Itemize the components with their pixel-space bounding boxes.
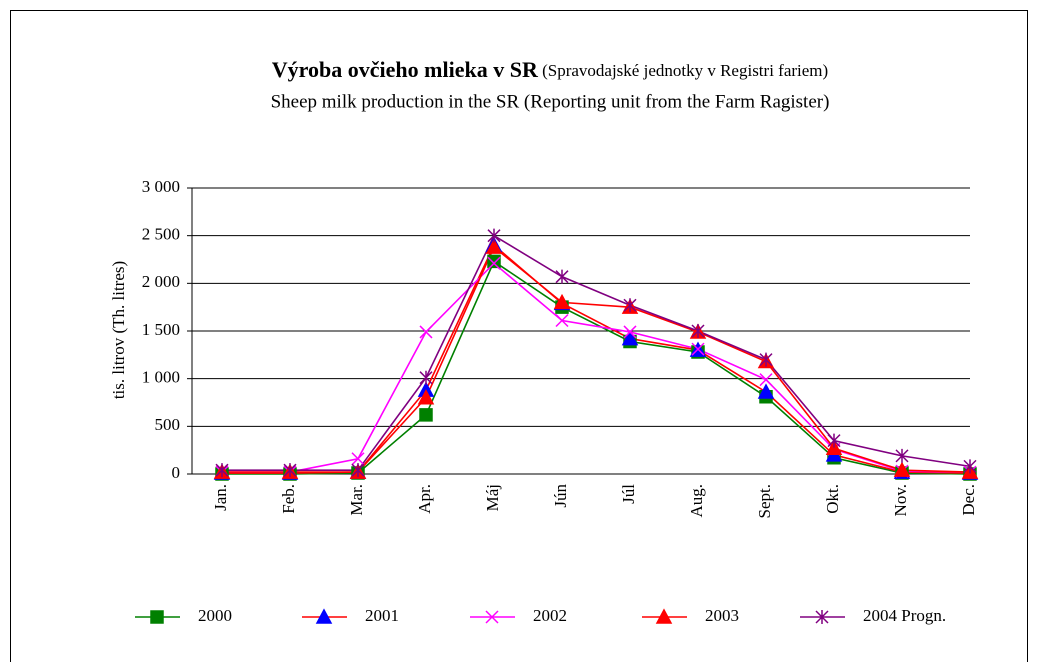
series-line [222,260,971,475]
marker [623,325,637,339]
series-line [222,245,971,473]
x-tick-label: Sept. [755,484,774,518]
marker [351,463,365,478]
marker [485,238,503,254]
marker [419,325,433,339]
marker [893,461,911,477]
marker [691,324,705,338]
legend-marker [485,610,499,624]
legend-marker [315,608,333,624]
legend-marker [150,610,164,624]
x-tick-label: Apr. [415,484,434,514]
chart-subtitle: Sheep milk production in the SR (Reporti… [271,91,830,112]
title-note: (Spravodajské jednotky v Registri fariem… [542,61,828,80]
title-line: Výroba ovčieho mlieka v SR (Spravodajské… [272,57,828,82]
marker [963,459,977,474]
marker [555,269,569,284]
series-line [222,262,971,473]
x-tick-label: Máj [483,484,502,511]
x-tick-label: Dec. [959,484,978,516]
marker [487,254,501,269]
x-tick-label: Jan. [211,484,230,511]
series-line [222,234,971,471]
y-tick-label: 2 000 [142,272,180,291]
legend-label: 2000 [198,606,232,625]
marker [555,313,569,328]
marker [621,330,639,346]
marker [487,228,501,243]
marker [283,463,297,478]
legend-marker [815,610,829,624]
x-tick-label: Aug. [687,484,706,518]
marker [487,256,501,270]
marker [827,433,841,448]
marker [825,439,843,456]
marker [553,293,571,310]
y-tick-label: 500 [155,415,181,434]
legend-label: 2004 Progn. [863,606,946,625]
marker [759,373,773,387]
y-tick-label: 1 500 [142,320,180,339]
legend-marker [655,608,673,624]
marker [419,370,433,385]
marker [623,298,637,313]
chart-title: Výroba ovčieho mlieka v SR [272,57,539,82]
y-axis-label: tis. litrov (Th. litres) [109,261,128,399]
x-tick-label: Júl [619,484,638,504]
y-tick-label: 0 [172,463,181,482]
marker [895,448,909,463]
x-tick-label: Feb. [279,484,298,514]
legend-label: 2002 [533,606,567,625]
legend-label: 2003 [705,606,739,625]
marker [419,408,433,422]
x-tick-label: Okt. [823,484,842,514]
marker [351,452,365,466]
x-tick-label: Jún [551,484,570,508]
x-tick-label: Nov. [891,484,910,516]
y-tick-label: 3 000 [142,177,180,196]
marker [757,383,775,399]
chart-frame [10,10,1028,662]
marker [759,352,773,367]
y-tick-label: 1 000 [142,368,180,387]
marker [417,389,435,405]
legend-label: 2001 [365,606,399,625]
marker [215,463,229,478]
marker [691,342,705,356]
y-tick-label: 2 500 [142,225,180,244]
x-tick-label: Mar. [347,484,366,516]
